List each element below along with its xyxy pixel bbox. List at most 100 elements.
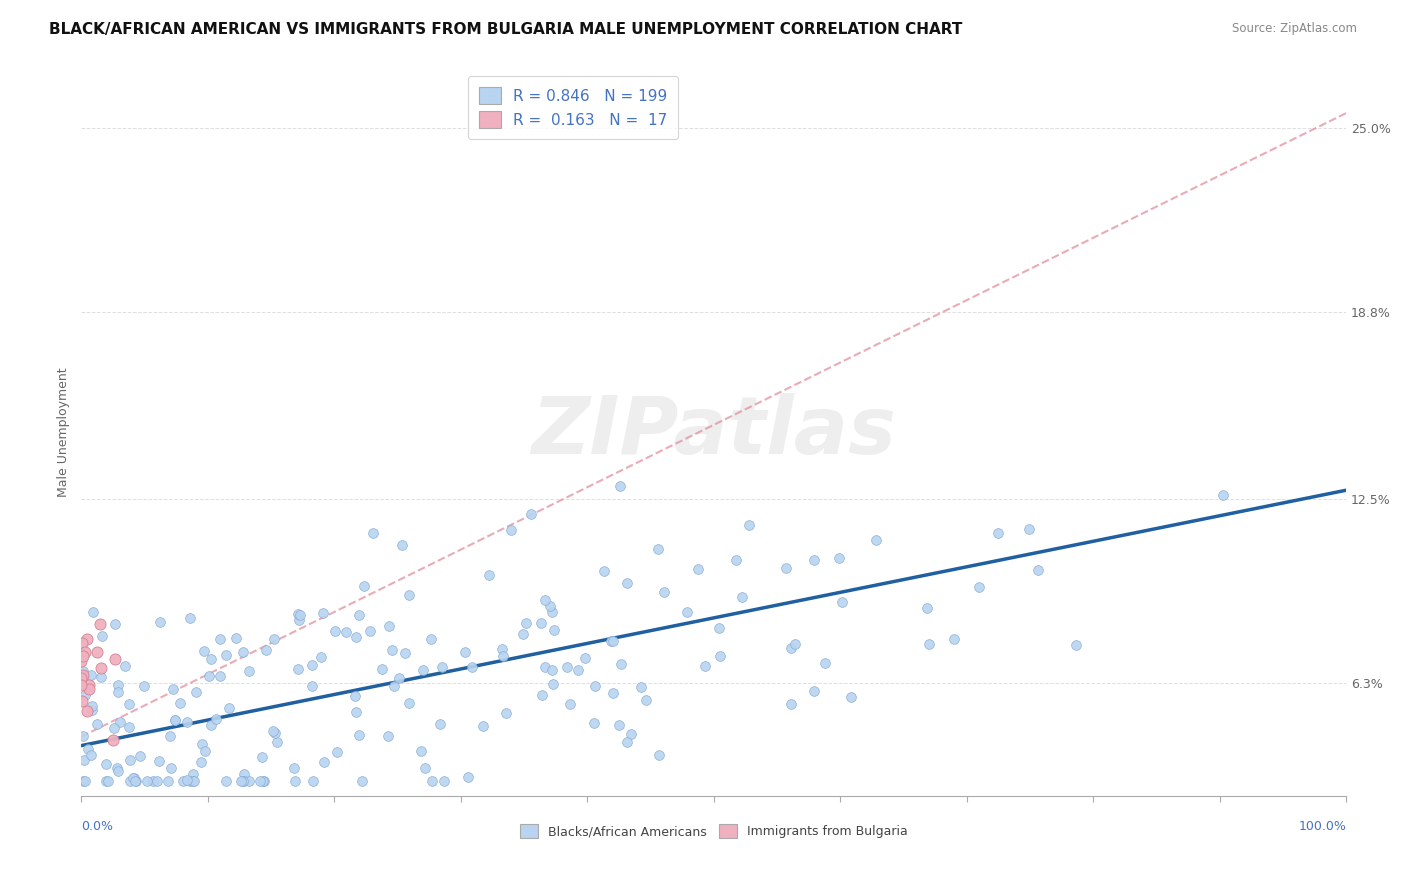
Point xyxy=(309,650,332,665)
Point xyxy=(420,632,443,646)
Text: Source: ZipAtlas.com: Source: ZipAtlas.com xyxy=(1232,22,1357,36)
Point xyxy=(82,605,104,619)
Point xyxy=(1064,638,1087,652)
Point xyxy=(172,774,194,789)
Text: 100.0%: 100.0% xyxy=(1298,820,1347,833)
Point xyxy=(73,644,96,658)
Point xyxy=(232,645,254,659)
Point xyxy=(104,616,127,631)
Point xyxy=(225,631,247,645)
Point xyxy=(378,618,401,632)
Point xyxy=(218,701,240,715)
Point xyxy=(254,643,277,657)
Point xyxy=(602,634,624,648)
Point xyxy=(97,774,120,789)
Point xyxy=(208,669,231,683)
Point xyxy=(73,753,96,767)
Point xyxy=(301,679,323,693)
Point xyxy=(609,479,631,493)
Point xyxy=(72,667,94,681)
Point xyxy=(543,677,565,691)
Point xyxy=(311,607,333,621)
Point xyxy=(149,615,172,629)
Point xyxy=(325,624,347,638)
Point xyxy=(352,774,374,789)
Y-axis label: Male Unemployment: Male Unemployment xyxy=(58,368,70,497)
Point xyxy=(347,607,370,622)
Point xyxy=(176,715,198,730)
Point xyxy=(122,771,145,785)
Point xyxy=(541,605,564,619)
Point xyxy=(695,658,717,673)
Point xyxy=(89,616,111,631)
Point xyxy=(531,689,554,703)
Point xyxy=(814,657,837,671)
Point xyxy=(648,747,671,762)
Point xyxy=(574,650,596,665)
Point xyxy=(77,678,100,692)
Point xyxy=(70,636,93,650)
Point xyxy=(159,729,181,743)
Point xyxy=(731,590,754,604)
Point xyxy=(80,747,103,762)
Point xyxy=(136,774,159,789)
Point xyxy=(454,644,477,658)
Text: 0.0%: 0.0% xyxy=(82,820,114,833)
Point xyxy=(146,774,169,789)
Point xyxy=(290,607,312,622)
Point xyxy=(828,550,851,565)
Point xyxy=(1026,563,1049,577)
Point xyxy=(353,579,375,593)
Point xyxy=(118,720,141,734)
Point xyxy=(76,742,98,756)
Point xyxy=(543,623,565,637)
Point xyxy=(533,660,555,674)
Point xyxy=(738,517,761,532)
Point xyxy=(359,624,381,638)
Point xyxy=(249,774,271,789)
Point xyxy=(76,704,98,718)
Point xyxy=(582,716,605,731)
Point xyxy=(433,774,456,789)
Point xyxy=(264,725,287,739)
Point xyxy=(394,646,416,660)
Point xyxy=(326,745,349,759)
Point xyxy=(344,705,367,719)
Point xyxy=(381,643,404,657)
Point xyxy=(457,770,479,784)
Point xyxy=(190,755,212,769)
Point xyxy=(266,734,288,748)
Point xyxy=(335,625,357,640)
Point xyxy=(413,761,436,775)
Point xyxy=(86,717,108,731)
Point xyxy=(284,774,307,789)
Point xyxy=(398,588,420,602)
Point xyxy=(429,716,451,731)
Point xyxy=(302,774,325,789)
Point xyxy=(803,553,825,567)
Point xyxy=(134,679,156,693)
Point xyxy=(72,665,94,679)
Point xyxy=(118,753,141,767)
Point xyxy=(176,772,198,787)
Point xyxy=(72,648,94,663)
Point xyxy=(312,756,335,770)
Point xyxy=(122,772,145,786)
Point xyxy=(471,719,494,733)
Point xyxy=(344,630,367,644)
Point xyxy=(125,774,148,789)
Point xyxy=(831,595,853,609)
Point xyxy=(987,525,1010,540)
Point xyxy=(602,686,624,700)
Point xyxy=(181,767,204,781)
Point xyxy=(361,525,384,540)
Point xyxy=(567,663,589,677)
Point xyxy=(169,696,191,710)
Point xyxy=(183,774,205,789)
Point xyxy=(636,693,658,707)
Point xyxy=(165,713,187,727)
Point xyxy=(301,657,323,672)
Point xyxy=(70,678,93,692)
Point xyxy=(492,648,515,663)
Point xyxy=(654,584,676,599)
